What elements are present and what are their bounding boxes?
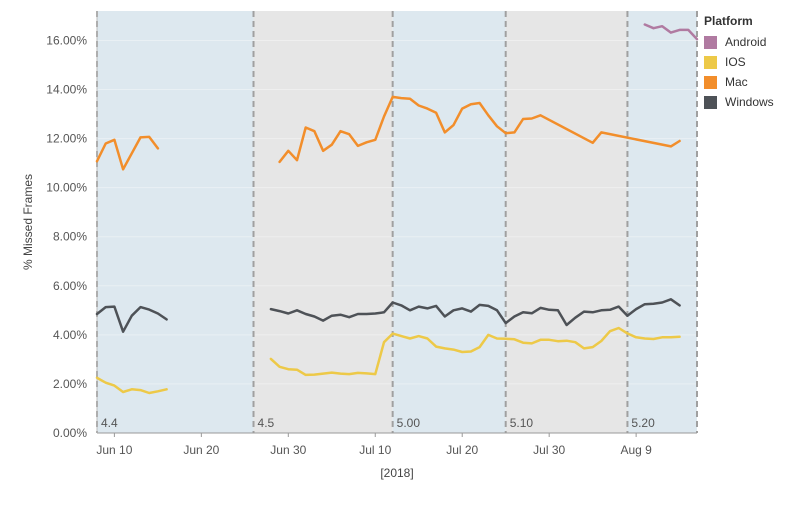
- legend-item-windows[interactable]: Windows: [704, 92, 804, 112]
- release-label: 4.5: [258, 416, 275, 430]
- x-tick-label: Jun 20: [183, 443, 219, 457]
- y-tick-label: 16.00%: [46, 33, 87, 47]
- release-label: 4.4: [101, 416, 118, 430]
- x-tick-label: Jul 20: [446, 443, 478, 457]
- y-tick-label: 6.00%: [53, 279, 87, 293]
- series-line-ios: [95, 376, 168, 395]
- y-tick-label: 8.00%: [53, 230, 87, 244]
- legend-title: Platform: [704, 14, 753, 28]
- y-tick-label: 0.00%: [53, 426, 87, 440]
- y-tick-label: 12.00%: [46, 132, 87, 146]
- release-label: 5.20: [631, 416, 655, 430]
- release-band-4.5: [253, 11, 393, 433]
- release-band-5.20: [627, 11, 697, 433]
- legend-label-ios: IOS: [725, 55, 746, 69]
- y-tick-label: 14.00%: [46, 83, 87, 97]
- series-line-mac: [278, 95, 681, 164]
- x-tick-label: Jun 10: [96, 443, 132, 457]
- release-label: 5.00: [397, 416, 421, 430]
- x-tick-label: Jun 30: [270, 443, 306, 457]
- series-line-mac: [95, 135, 160, 171]
- legend-label-mac: Mac: [725, 75, 748, 89]
- legend: Platform Android IOS Mac Windows: [704, 14, 804, 112]
- series-line-android: [643, 23, 699, 41]
- y-axis-title: % Missed Frames: [21, 174, 35, 270]
- release-label: 5.10: [510, 416, 534, 430]
- series-line-windows: [269, 298, 681, 327]
- legend-label-android: Android: [725, 35, 767, 49]
- series-line-ios: [269, 326, 681, 377]
- x-tick-label: Jul 30: [533, 443, 565, 457]
- series-line-windows: [95, 305, 168, 333]
- x-axis-title: [2018]: [380, 466, 413, 480]
- legend-swatch-windows: [704, 95, 717, 109]
- release-band-5.00: [392, 11, 506, 433]
- legend-item-ios[interactable]: IOS: [704, 52, 804, 72]
- y-tick-label: 10.00%: [46, 181, 87, 195]
- legend-item-android[interactable]: Android: [704, 32, 804, 52]
- legend-swatch-mac: [704, 75, 717, 89]
- x-tick-label: Jul 10: [359, 443, 391, 457]
- legend-swatch-android: [704, 35, 717, 49]
- y-tick-label: 4.00%: [53, 328, 87, 342]
- release-band-4.4: [97, 11, 254, 433]
- release-band-5.10: [505, 11, 628, 433]
- legend-swatch-ios: [704, 55, 717, 69]
- legend-item-mac[interactable]: Mac: [704, 72, 804, 92]
- legend-label-windows: Windows: [725, 95, 774, 109]
- x-tick-label: Aug 9: [620, 443, 652, 457]
- y-tick-label: 2.00%: [53, 377, 87, 391]
